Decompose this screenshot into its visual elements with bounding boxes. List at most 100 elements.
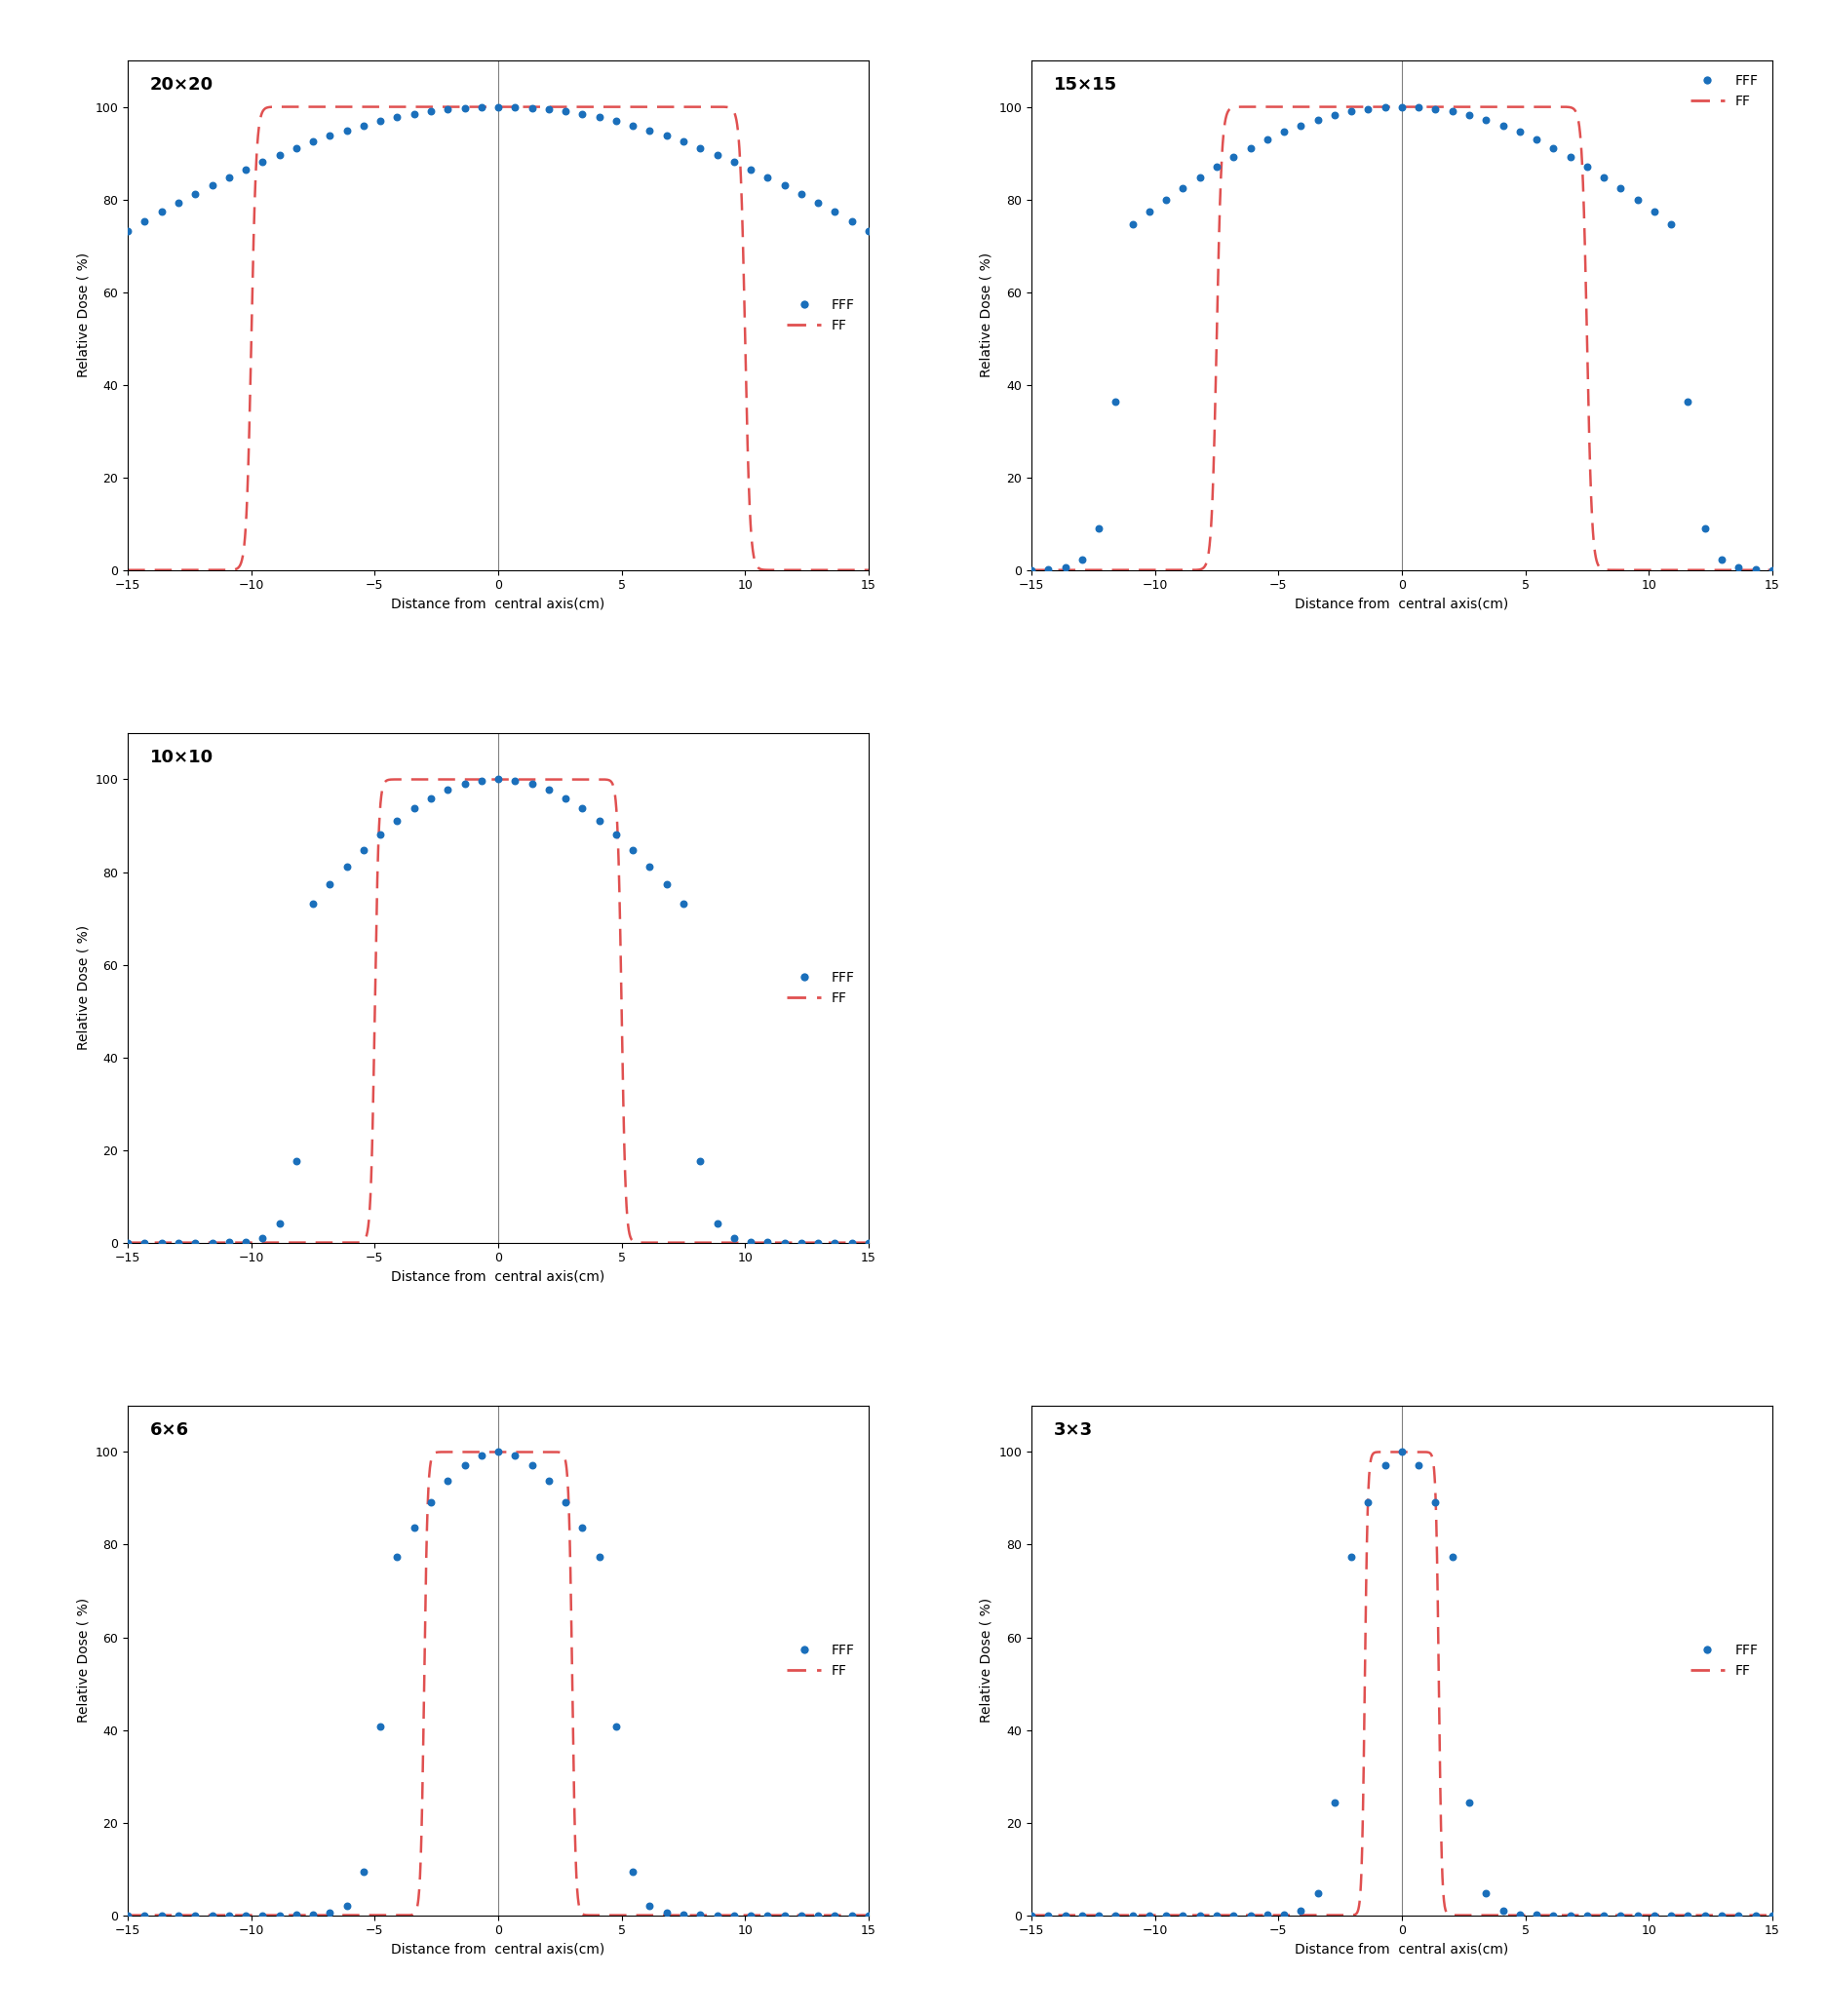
Text: 3×3: 3×3 — [1054, 1421, 1092, 1439]
Point — [584, 101, 614, 133]
Point — [1185, 161, 1214, 194]
Point — [1253, 123, 1282, 155]
Point — [1470, 103, 1499, 135]
Point — [449, 768, 478, 800]
Point — [701, 1208, 730, 1240]
Point — [433, 774, 462, 806]
Point — [1150, 183, 1180, 216]
Point — [1134, 196, 1163, 228]
Point — [230, 153, 259, 185]
Point — [551, 95, 581, 127]
Point — [484, 764, 513, 796]
Point — [1083, 1899, 1112, 1931]
Point — [500, 764, 530, 796]
Point — [533, 1466, 562, 1498]
Point — [349, 835, 378, 867]
Point — [146, 1899, 175, 1931]
Point — [803, 1899, 833, 1931]
Point — [484, 91, 513, 123]
Point — [1705, 544, 1735, 577]
Legend: FFF, FF: FFF, FF — [780, 964, 862, 1012]
Point — [449, 1450, 478, 1482]
Point — [1724, 552, 1753, 585]
Point — [1134, 1899, 1163, 1931]
Point — [130, 206, 159, 238]
Y-axis label: Relative Dose ( %): Relative Dose ( %) — [77, 252, 89, 377]
Point — [332, 851, 362, 883]
Point — [1034, 552, 1063, 585]
Point — [1537, 1899, 1567, 1931]
Point — [1169, 1899, 1198, 1931]
Point — [1050, 552, 1079, 585]
Text: 10×10: 10×10 — [150, 748, 214, 766]
Point — [1554, 1899, 1583, 1931]
Point — [1640, 196, 1669, 228]
Point — [248, 1899, 278, 1931]
Point — [668, 887, 698, 919]
Point — [230, 1226, 259, 1258]
Point — [836, 1899, 866, 1931]
Point — [113, 1899, 142, 1931]
Point — [736, 1899, 765, 1931]
Point — [787, 1899, 816, 1931]
Point — [1185, 1899, 1214, 1931]
Point — [1202, 1899, 1231, 1931]
Point — [400, 1512, 429, 1544]
Point — [1554, 141, 1583, 173]
Point — [853, 214, 882, 246]
Point — [130, 1899, 159, 1931]
Point — [164, 1899, 194, 1931]
X-axis label: Distance from  central axis(cm): Distance from central axis(cm) — [391, 1943, 604, 1956]
Point — [652, 869, 681, 901]
Point — [1605, 1899, 1634, 1931]
Point — [1269, 1899, 1298, 1931]
Point — [601, 1710, 630, 1742]
Point — [1724, 1899, 1753, 1931]
Point — [685, 1145, 714, 1177]
Point — [1337, 95, 1366, 127]
Point — [484, 1435, 513, 1468]
Point — [1757, 554, 1786, 587]
Point — [1656, 208, 1685, 240]
Point — [248, 145, 278, 177]
Point — [635, 1889, 665, 1921]
Legend: FFF, FF: FFF, FF — [780, 292, 862, 339]
Point — [1169, 171, 1198, 204]
Point — [416, 95, 446, 127]
Point — [568, 792, 597, 825]
Point — [533, 774, 562, 806]
Point — [601, 818, 630, 851]
Point — [146, 1226, 175, 1258]
Point — [1437, 95, 1466, 127]
Point — [1318, 1786, 1348, 1818]
Y-axis label: Relative Dose ( %): Relative Dose ( %) — [979, 252, 993, 377]
Point — [568, 1512, 597, 1544]
Point — [1621, 1899, 1651, 1931]
Point — [769, 169, 798, 202]
Point — [533, 93, 562, 125]
Y-axis label: Relative Dose ( %): Relative Dose ( %) — [77, 1599, 89, 1724]
Point — [853, 1226, 882, 1258]
Point — [316, 869, 345, 901]
Point — [752, 161, 782, 194]
Point — [617, 109, 646, 141]
Point — [836, 1226, 866, 1258]
Point — [1202, 151, 1231, 183]
Point — [803, 187, 833, 220]
Point — [466, 1439, 495, 1472]
Point — [1337, 1540, 1366, 1572]
X-axis label: Distance from  central axis(cm): Distance from central axis(cm) — [391, 597, 604, 611]
Point — [1488, 109, 1517, 141]
Point — [500, 1439, 530, 1472]
Point — [1034, 1899, 1063, 1931]
X-axis label: Distance from  central axis(cm): Distance from central axis(cm) — [391, 1270, 604, 1284]
Point — [281, 1899, 310, 1931]
Point — [1689, 1899, 1718, 1931]
Point — [298, 887, 327, 919]
Point — [265, 1208, 294, 1240]
Point — [1421, 93, 1450, 125]
X-axis label: Distance from  central axis(cm): Distance from central axis(cm) — [1295, 1943, 1508, 1956]
Point — [298, 125, 327, 157]
Point — [164, 1226, 194, 1258]
Point — [635, 115, 665, 147]
